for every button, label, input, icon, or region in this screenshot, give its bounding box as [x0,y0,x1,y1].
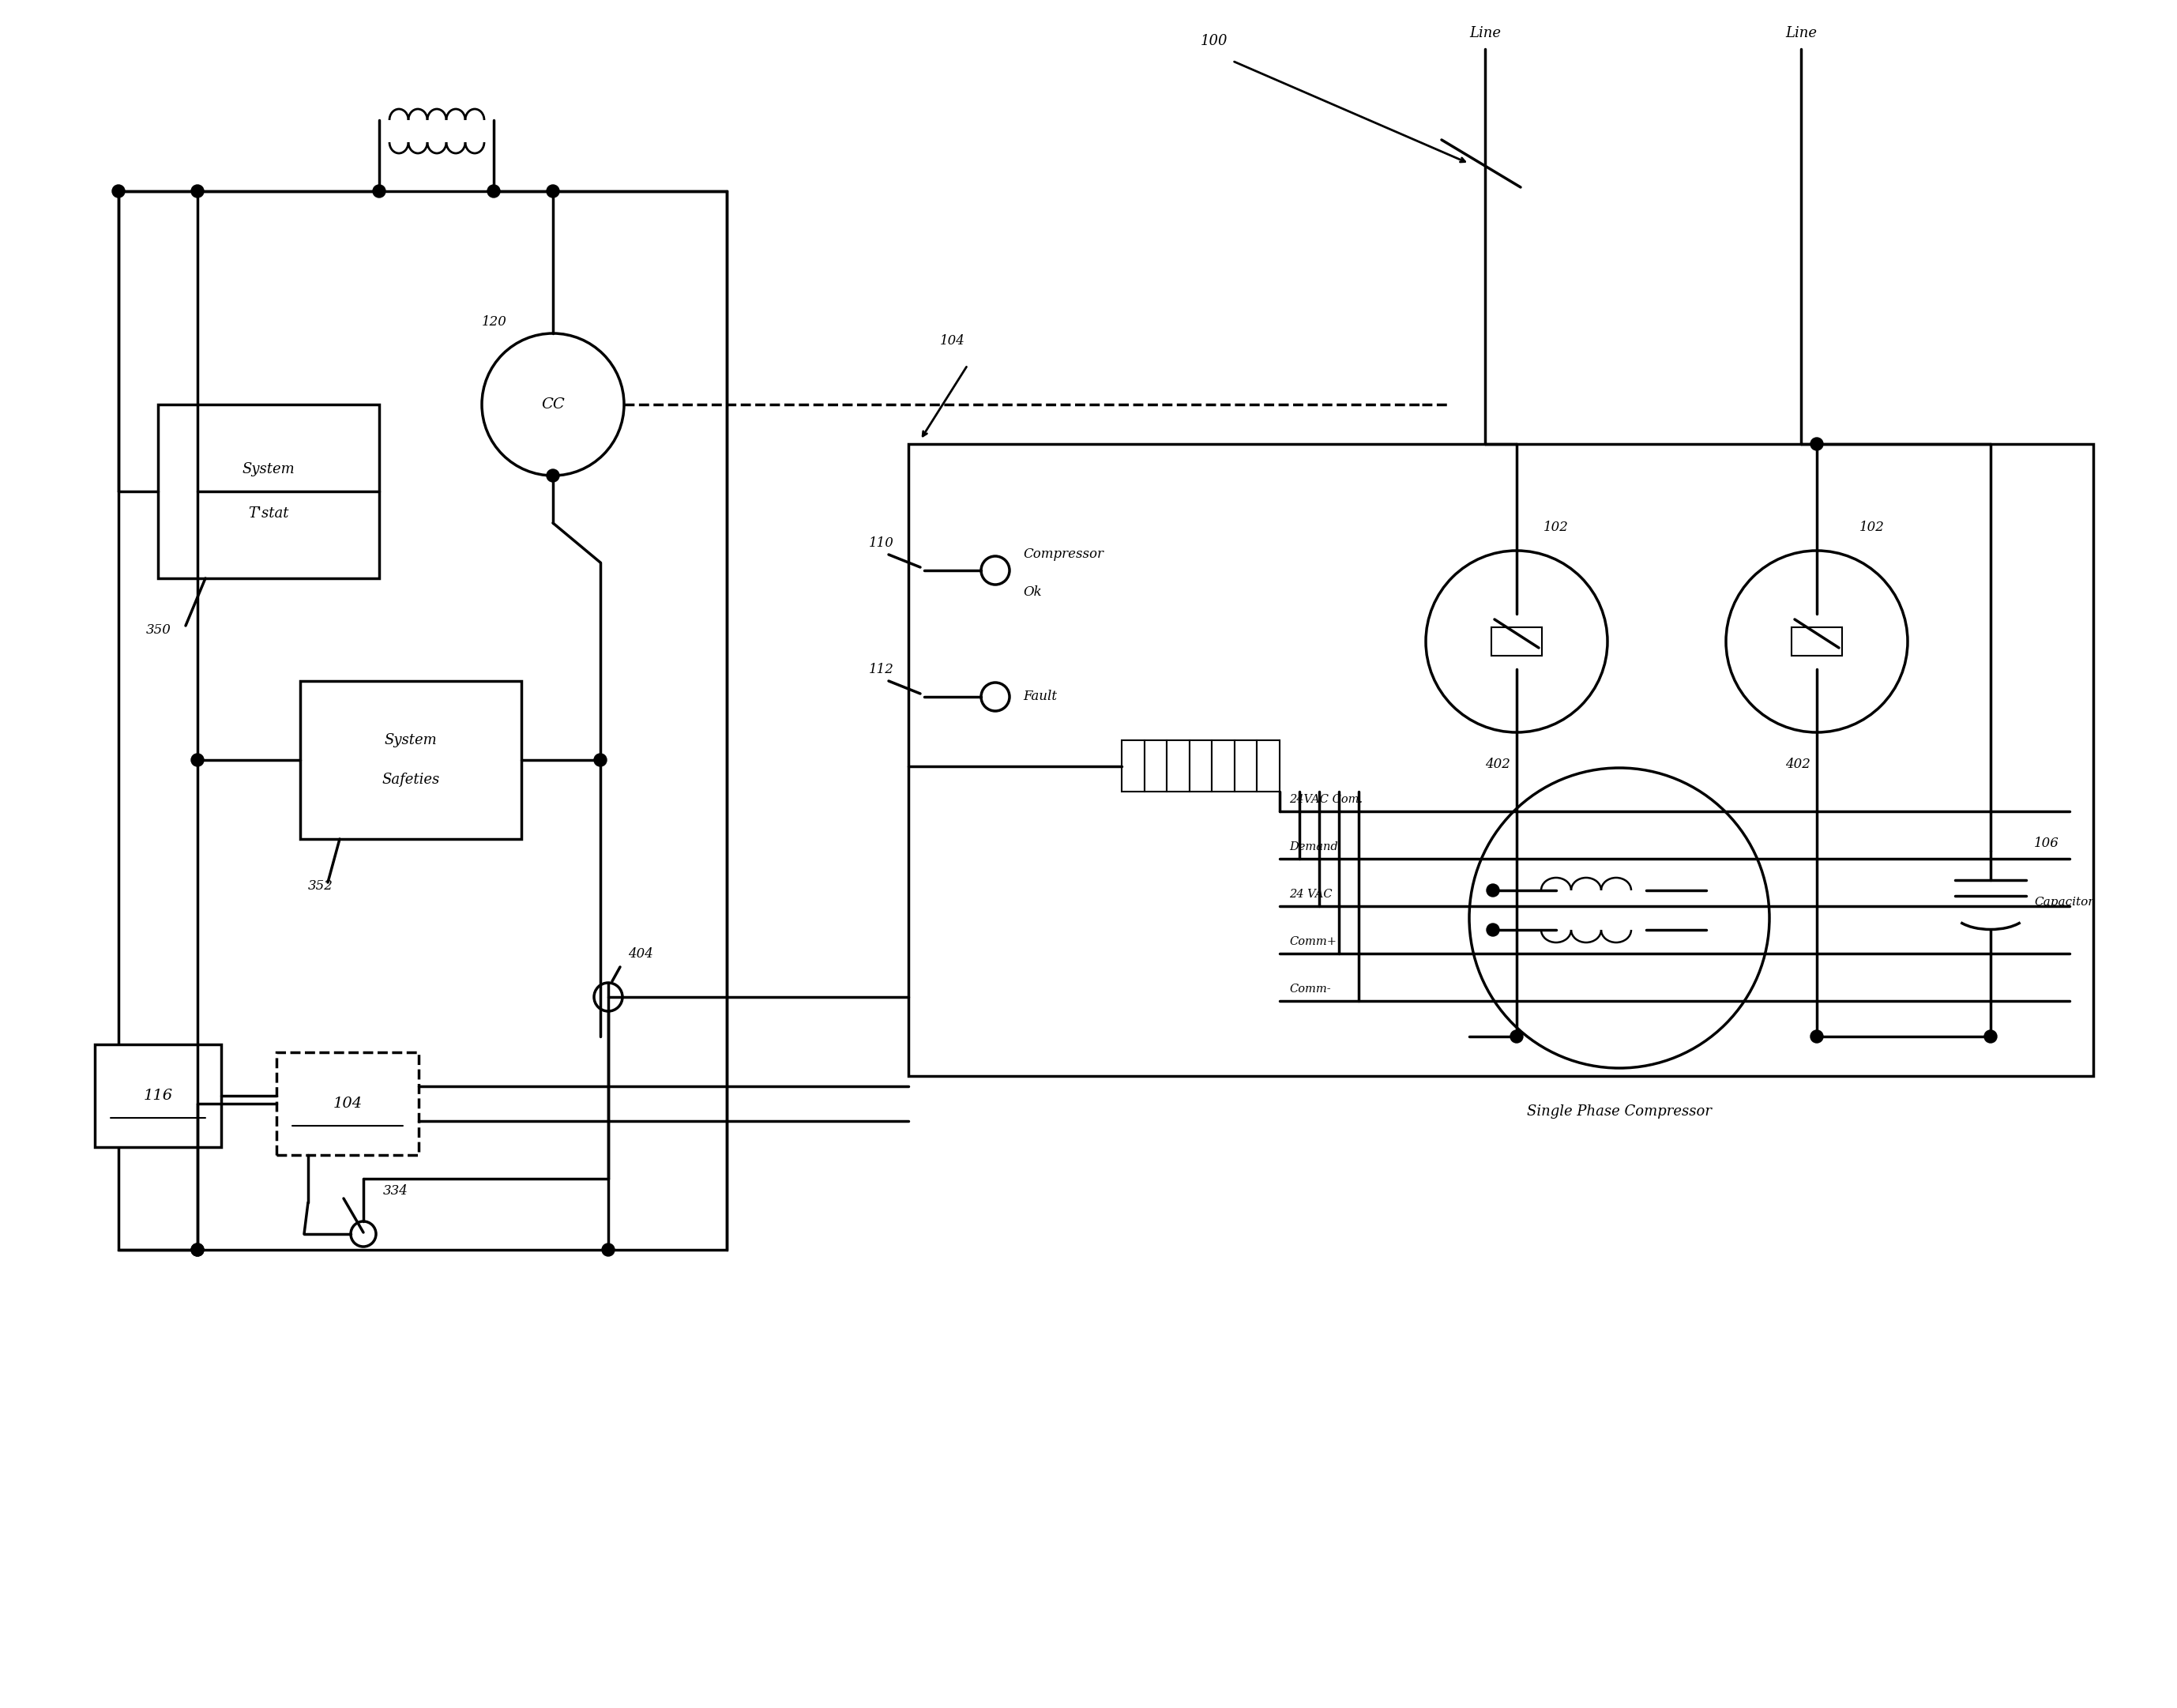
Bar [276,1052,418,1155]
Circle shape [192,184,205,198]
Bar [908,444,2094,1076]
Circle shape [594,753,607,767]
Bar [1491,627,1541,656]
Text: 102: 102 [1543,521,1570,533]
Text: 116: 116 [144,1088,172,1103]
Circle shape [372,184,385,198]
Circle shape [113,184,124,198]
Bar [1189,740,1213,791]
Text: 350: 350 [146,623,172,637]
Text: System: System [242,463,294,477]
Circle shape [350,1221,377,1247]
Bar [159,405,379,579]
Bar [118,191,727,1250]
Text: 402: 402 [1785,757,1811,770]
Circle shape [192,1243,205,1255]
Text: Comm-: Comm- [1289,984,1330,994]
Text: Ok: Ok [1023,586,1043,600]
Bar [1234,740,1256,791]
Text: System: System [385,733,438,748]
Bar [1121,740,1145,791]
Text: 24 VAC: 24 VAC [1289,888,1332,900]
Circle shape [1983,1030,1996,1044]
Circle shape [1487,924,1500,936]
Text: Capacitor: Capacitor [2033,897,2094,907]
Text: 112: 112 [869,663,895,676]
Text: 106: 106 [2033,837,2059,849]
Circle shape [1426,550,1607,733]
Circle shape [982,683,1010,711]
Bar [1256,740,1280,791]
Circle shape [1469,769,1770,1068]
Circle shape [546,184,559,198]
Text: T'stat: T'stat [248,506,290,521]
Bar [1167,740,1189,791]
Circle shape [1811,1030,1822,1044]
Bar [1145,740,1167,791]
Circle shape [192,1243,205,1255]
Text: Demand: Demand [1289,842,1339,852]
Text: Compressor: Compressor [1023,548,1104,562]
Circle shape [1726,550,1907,733]
Text: 402: 402 [1485,757,1511,770]
Text: CC: CC [542,398,564,412]
Text: 24VAC Com.: 24VAC Com. [1289,794,1363,804]
Text: 110: 110 [869,536,895,550]
Circle shape [481,333,625,475]
Text: Line: Line [1469,26,1500,41]
Circle shape [1811,437,1822,451]
Circle shape [546,470,559,482]
Circle shape [488,184,501,198]
Text: 104: 104 [940,335,964,348]
Bar [1792,627,1842,656]
Bar [1213,740,1234,791]
Bar [96,1044,222,1148]
Text: 334: 334 [383,1184,409,1197]
Circle shape [601,1243,614,1255]
Circle shape [192,753,205,767]
Circle shape [1487,885,1500,897]
Text: Single Phase Compressor: Single Phase Compressor [1526,1105,1711,1119]
Text: 104: 104 [333,1097,361,1110]
Bar [300,681,520,839]
Text: 120: 120 [481,314,507,328]
Circle shape [982,557,1010,584]
Text: 352: 352 [309,880,333,893]
Circle shape [1511,1030,1524,1044]
Circle shape [594,982,623,1011]
Text: Fault: Fault [1023,690,1056,704]
Text: 102: 102 [1859,521,1885,533]
Text: 100: 100 [1202,34,1228,48]
Text: Line: Line [1785,26,1818,41]
Text: 404: 404 [627,946,653,960]
Text: Safeties: Safeties [381,772,440,787]
Text: Comm+: Comm+ [1289,936,1337,948]
